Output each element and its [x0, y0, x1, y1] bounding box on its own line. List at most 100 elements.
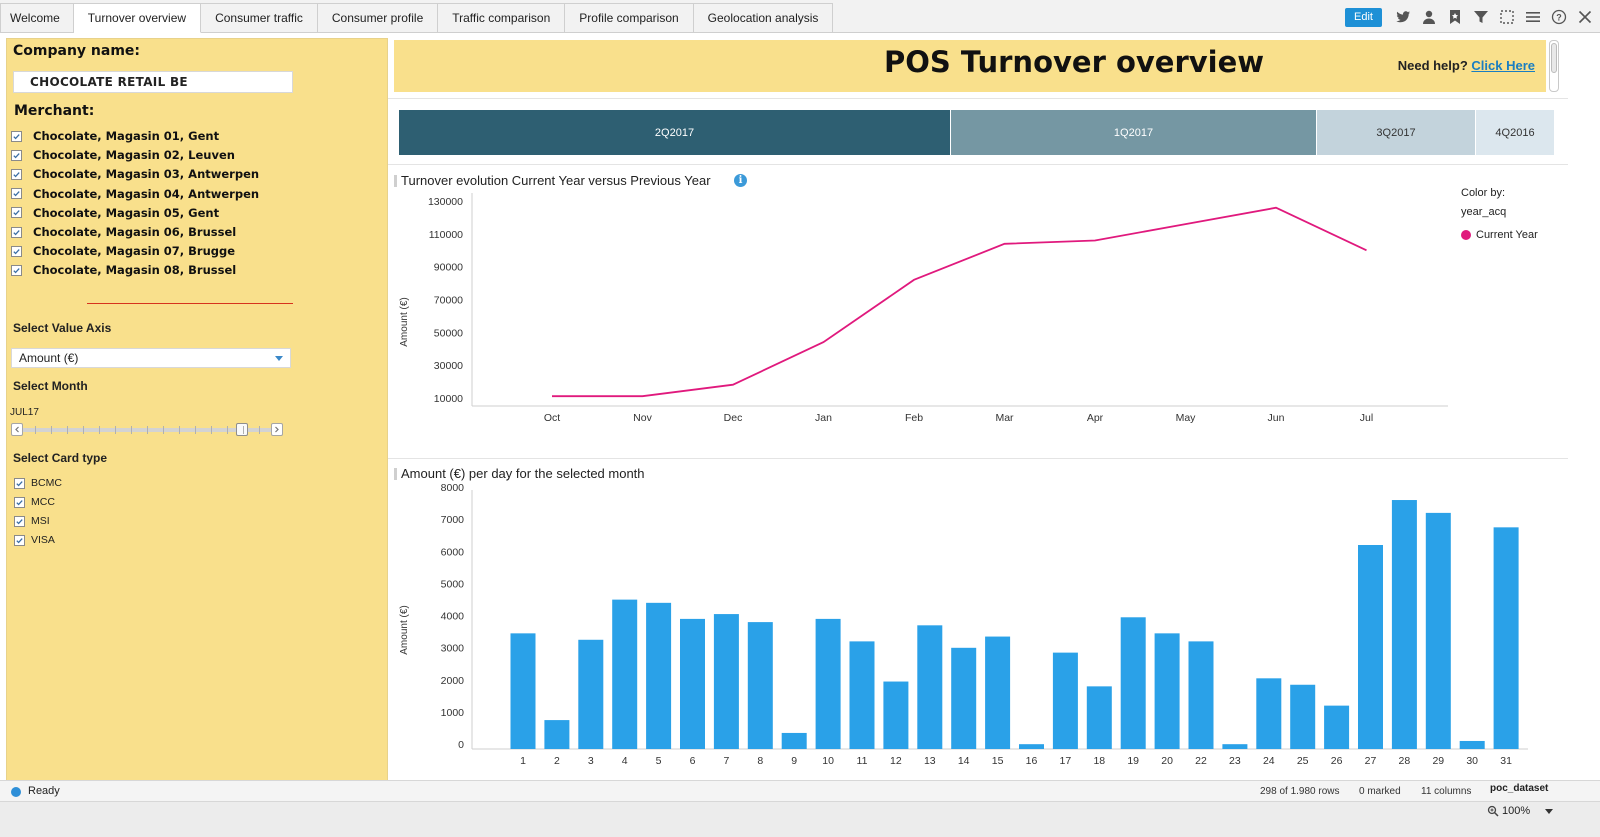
bar[interactable] — [1493, 527, 1519, 749]
tab-welcome[interactable]: Welcome — [0, 3, 74, 33]
x-tick-label: 10 — [822, 755, 834, 767]
treemap-block[interactable]: 2Q2017 — [399, 110, 951, 155]
card-type-heading: Select Card type — [13, 451, 108, 465]
bar[interactable] — [1120, 617, 1146, 749]
help-icon[interactable]: ? — [1550, 8, 1568, 26]
checkbox[interactable] — [11, 168, 22, 180]
bar[interactable] — [680, 618, 705, 749]
status-indicator-icon — [11, 787, 21, 797]
dataset-name[interactable]: poc_dataset — [1490, 783, 1549, 794]
tab-profile-comparison[interactable]: Profile comparison — [565, 3, 694, 33]
tab-turnover-overview[interactable]: Turnover overview — [73, 3, 202, 33]
card-type-label: VISA — [31, 534, 55, 546]
bar[interactable] — [578, 639, 604, 749]
bar[interactable] — [544, 720, 570, 749]
bar[interactable] — [1324, 705, 1350, 749]
merchant-checkbox-item[interactable]: Chocolate, Magasin 02, Leuven — [11, 146, 235, 164]
treemap-block[interactable]: 4Q2016 — [1476, 110, 1555, 155]
tab-traffic-comparison[interactable]: Traffic comparison — [438, 3, 566, 33]
line-chart[interactable]: 10000 30000 50000 70000 90000 110000 130000 Oct… — [0, 0, 1600, 460]
checkbox[interactable] — [11, 207, 22, 219]
checkbox[interactable] — [14, 496, 25, 508]
bar[interactable] — [612, 599, 638, 749]
menu-icon[interactable] — [1524, 8, 1542, 26]
bar[interactable] — [1086, 686, 1112, 749]
bar[interactable] — [646, 602, 672, 749]
card-type-checkbox-item[interactable]: BCMC — [14, 475, 62, 491]
merchant-checkbox-item[interactable]: Chocolate, Magasin 04, Antwerpen — [11, 185, 259, 203]
merchant-checkbox-item[interactable]: Chocolate, Magasin 03, Antwerpen — [11, 165, 259, 183]
twitter-icon[interactable] — [1394, 8, 1412, 26]
slider-thumb[interactable] — [236, 423, 248, 436]
value-axis-heading: Select Value Axis — [13, 321, 112, 335]
checkbox[interactable] — [11, 245, 22, 257]
marking-icon[interactable] — [1498, 8, 1516, 26]
bar[interactable] — [883, 681, 909, 749]
month-slider[interactable] — [11, 423, 283, 437]
checkbox[interactable] — [11, 149, 22, 161]
bar[interactable] — [1019, 744, 1044, 749]
value-axis-dropdown[interactable]: Amount (€) — [11, 348, 291, 368]
bar[interactable] — [815, 618, 841, 749]
treemap-block[interactable]: 1Q2017 — [951, 110, 1317, 155]
legend-item-current-year[interactable]: Current Year — [1461, 229, 1538, 241]
close-icon[interactable] — [1576, 8, 1594, 26]
merchant-checkbox-item[interactable]: Chocolate, Magasin 01, Gent — [11, 127, 219, 145]
slider-left-handle[interactable] — [11, 423, 23, 436]
bar[interactable] — [1154, 633, 1180, 749]
slider-right-handle[interactable] — [271, 423, 283, 436]
merchant-checkbox-item[interactable]: Chocolate, Magasin 07, Brugge — [11, 242, 235, 260]
edit-button[interactable]: Edit — [1345, 7, 1382, 27]
tab-geolocation-analysis[interactable]: Geolocation analysis — [693, 3, 834, 33]
checkbox[interactable] — [14, 477, 25, 489]
bar[interactable] — [1358, 545, 1383, 749]
scroll-thumb[interactable] — [1551, 43, 1557, 73]
merchant-label: Chocolate, Magasin 03, Antwerpen — [33, 167, 260, 182]
bar[interactable] — [747, 622, 773, 749]
bar[interactable] — [1290, 684, 1316, 749]
treemap-block[interactable]: 3Q2017 — [1317, 110, 1476, 155]
checkbox[interactable] — [11, 188, 22, 200]
card-type-checkbox-item[interactable]: MSI — [14, 513, 50, 529]
merchant-checkbox-item[interactable]: Chocolate, Magasin 08, Brussel — [11, 261, 236, 279]
card-type-checkbox-item[interactable]: MCC — [14, 494, 55, 510]
company-name-field[interactable]: CHOCOLATE RETAIL BE — [13, 71, 293, 93]
card-type-checkbox-item[interactable]: VISA — [14, 532, 55, 548]
bar[interactable] — [1391, 500, 1417, 749]
bar[interactable] — [849, 641, 875, 749]
bar[interactable] — [781, 732, 807, 749]
bar[interactable] — [1256, 678, 1282, 749]
zoom-control[interactable]: 100% — [1487, 805, 1554, 817]
checkbox[interactable] — [14, 515, 25, 527]
checkbox[interactable] — [14, 534, 25, 546]
tab-consumer-profile[interactable]: Consumer profile — [317, 3, 439, 33]
filter-icon[interactable] — [1472, 8, 1490, 26]
legend-label: Current Year — [1476, 229, 1538, 241]
bar[interactable] — [1425, 512, 1451, 749]
checkbox[interactable] — [11, 226, 22, 238]
bar[interactable] — [985, 636, 1011, 749]
x-tick-label: 23 — [1229, 755, 1241, 767]
merchant-checkbox-item[interactable]: Chocolate, Magasin 05, Gent — [11, 204, 219, 222]
x-tick-label: 26 — [1331, 755, 1343, 767]
bar[interactable] — [1052, 652, 1078, 749]
merchant-checkbox-item[interactable]: Chocolate, Magasin 06, Brussel — [11, 223, 236, 241]
bar[interactable] — [1188, 641, 1214, 749]
series-line-current-year[interactable] — [552, 206, 1367, 398]
checkbox[interactable] — [11, 130, 22, 142]
bar[interactable] — [917, 625, 943, 749]
bar[interactable] — [713, 614, 739, 749]
bar[interactable] — [1222, 744, 1248, 749]
bar[interactable] — [951, 647, 977, 749]
tab-consumer-traffic[interactable]: Consumer traffic — [201, 3, 318, 33]
checkbox[interactable] — [11, 264, 22, 276]
x-tick-label: 12 — [890, 755, 902, 767]
bookmark-icon[interactable] — [1446, 8, 1464, 26]
bar[interactable] — [510, 633, 536, 749]
help-link[interactable]: Click Here — [1471, 58, 1535, 73]
chevron-down-icon[interactable] — [1545, 808, 1554, 814]
user-icon[interactable] — [1420, 8, 1438, 26]
vertical-scrollbar[interactable] — [1549, 40, 1559, 92]
info-icon[interactable]: i — [734, 174, 747, 187]
bar[interactable] — [1459, 740, 1485, 749]
